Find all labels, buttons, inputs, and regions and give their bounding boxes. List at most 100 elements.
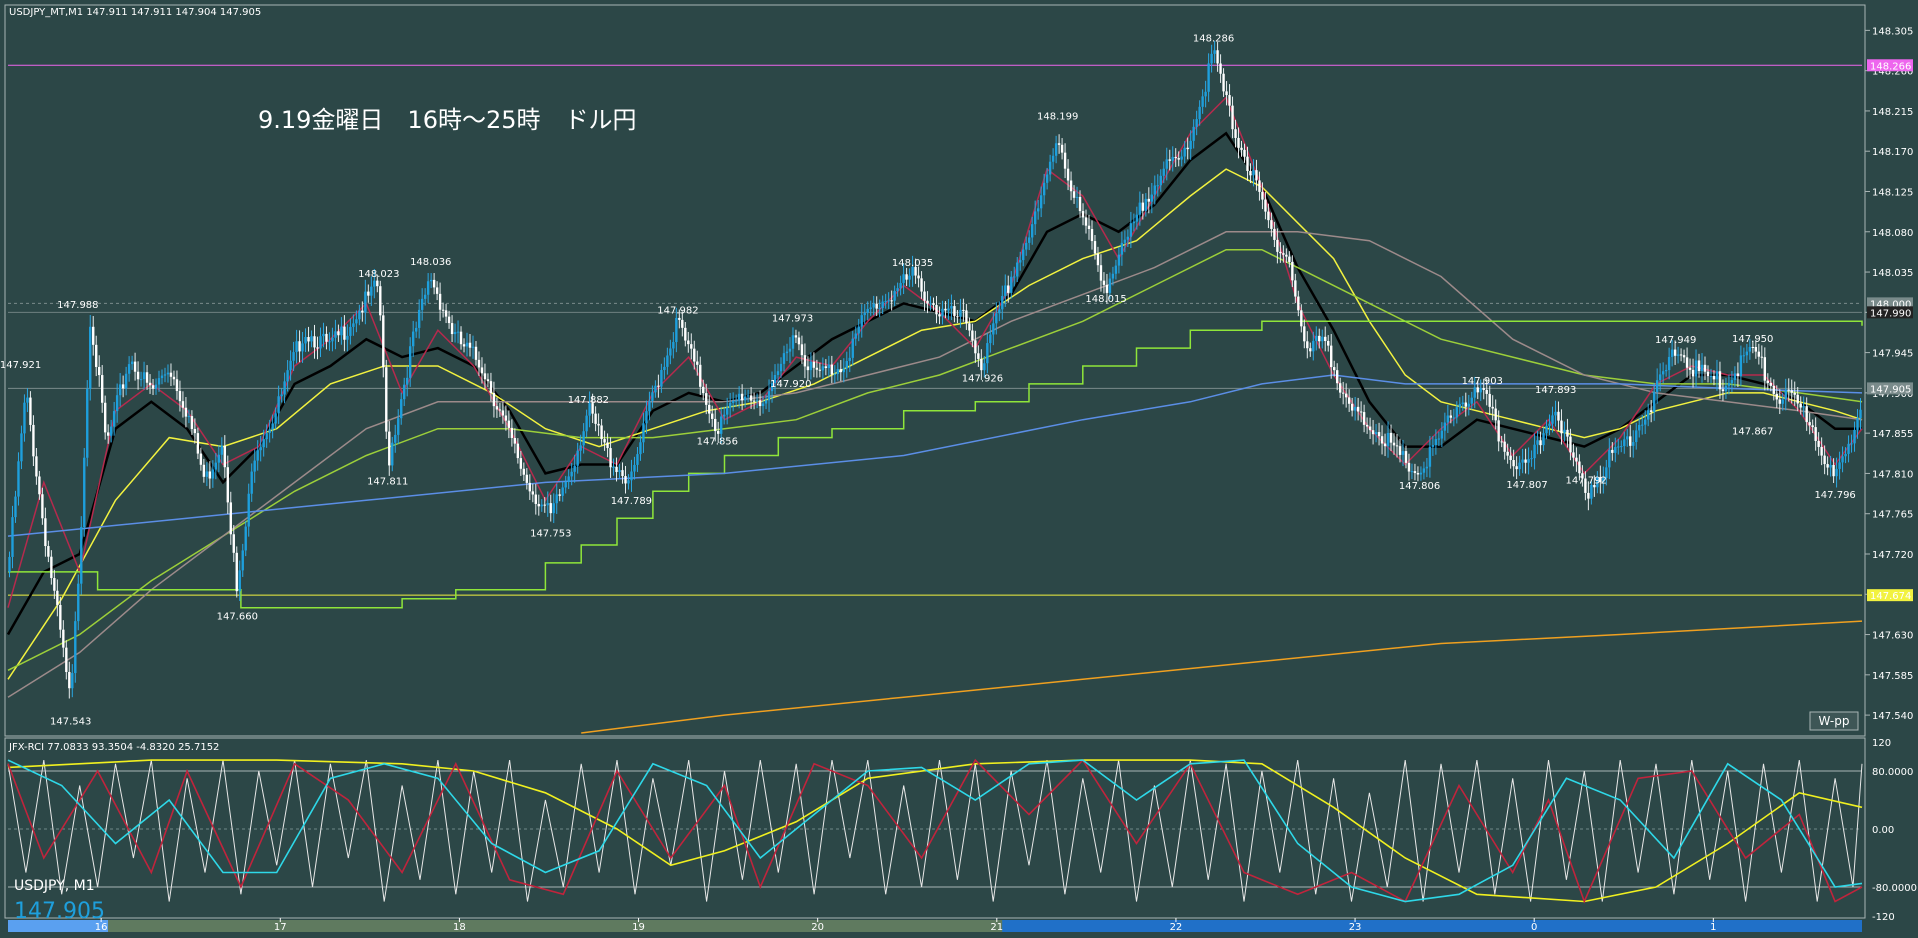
main-panel-frame (4, 4, 1866, 737)
price-tick-1: 148.260 (1872, 67, 1913, 78)
candle-body (791, 335, 795, 349)
candle-body (1590, 484, 1593, 499)
candle-body (1016, 262, 1019, 277)
price-tick-17: 147.540 (1872, 711, 1913, 722)
candle-body (307, 337, 310, 342)
rci-tick-3: -80.0000 (1872, 883, 1917, 894)
candle-body (887, 300, 890, 302)
candle-body (1410, 471, 1414, 473)
price-tick-5: 148.080 (1872, 228, 1913, 239)
candle-body (184, 407, 188, 417)
candle-body (1001, 295, 1004, 310)
candle-body (1766, 380, 1770, 383)
candle-body (1347, 397, 1351, 404)
candle-body (1186, 147, 1189, 150)
candle-body (205, 471, 209, 477)
price-tag-label-4: 147.674 (1870, 591, 1911, 602)
candle-body (385, 367, 388, 432)
wpp-button[interactable]: W-pp (1809, 711, 1859, 731)
candle-body (552, 503, 555, 514)
candle-body (1757, 351, 1761, 357)
candle-body (109, 426, 113, 436)
candle-body (1521, 459, 1524, 463)
candle-body (1548, 423, 1551, 426)
candle-body (1374, 432, 1378, 435)
candle-body (41, 494, 44, 519)
candle-body (594, 413, 597, 424)
candle-body (1255, 170, 1258, 181)
candle-body (447, 316, 451, 324)
candle-body (1641, 424, 1644, 426)
candle-body (1491, 406, 1494, 409)
candle-body (462, 344, 466, 347)
candle-body (465, 342, 469, 347)
candle-body (773, 375, 777, 384)
candle-body (217, 454, 221, 463)
candle-body (334, 331, 337, 338)
candle-body (325, 333, 328, 342)
candle-body (1434, 439, 1438, 446)
candle-body (142, 372, 146, 380)
candle-body (477, 359, 481, 368)
candle-body (1120, 242, 1124, 255)
candle-body (1368, 426, 1372, 431)
candle-body (468, 342, 472, 348)
candle-body (1796, 394, 1799, 404)
candle-body (1096, 253, 1100, 266)
candle-body (1419, 472, 1423, 475)
rci-tick-4: -120 (1872, 912, 1895, 923)
candle-body (630, 471, 633, 481)
candle-body (1608, 449, 1611, 468)
candle-body (1661, 371, 1665, 375)
candle-body (1518, 462, 1521, 470)
candle-body (1279, 251, 1282, 254)
candle-body (1605, 467, 1608, 478)
candle-body (331, 337, 334, 342)
candle-body (1231, 105, 1234, 130)
candle-body (636, 454, 639, 465)
rci-tick-0: 120 (1872, 738, 1891, 749)
candle-body (295, 341, 298, 353)
candle-body (1742, 355, 1746, 357)
candle-body (1150, 194, 1153, 202)
candle-body (238, 570, 241, 592)
candle-body (806, 366, 810, 371)
candle-body (558, 494, 561, 496)
candle-body (872, 303, 875, 308)
candle-body (211, 469, 215, 479)
price-tick-12: 147.765 (1872, 510, 1913, 521)
candle-body (74, 621, 77, 674)
candle-body (124, 373, 128, 389)
candle-body (1718, 371, 1722, 390)
candle-body (127, 364, 131, 374)
candle-body (71, 673, 74, 689)
candle-body (794, 335, 798, 338)
candle-body (962, 309, 965, 311)
candle-body (435, 287, 439, 294)
candle-body (1030, 224, 1034, 238)
candle-body (1198, 106, 1201, 120)
candle-body (1243, 149, 1246, 157)
candle-body (1422, 468, 1426, 473)
candle-body (166, 372, 170, 375)
candle-body (1458, 404, 1462, 408)
candle-body (151, 385, 155, 389)
candle-body (277, 396, 280, 414)
candle-body (1413, 471, 1417, 474)
candle-body (591, 403, 594, 414)
candle-body (20, 433, 23, 462)
candle-body (1694, 360, 1698, 377)
candle-body (1054, 143, 1058, 156)
candle-body (606, 442, 609, 449)
candle-body (1183, 147, 1186, 157)
candle-body (1261, 191, 1264, 200)
candle-body (510, 427, 514, 438)
candle-body (361, 310, 364, 313)
candle-body (1446, 415, 1450, 423)
candle-body (785, 351, 789, 354)
candle-body (1479, 388, 1482, 393)
candle-body (391, 442, 394, 466)
candle-body (893, 291, 896, 301)
candle-body (1443, 422, 1447, 431)
